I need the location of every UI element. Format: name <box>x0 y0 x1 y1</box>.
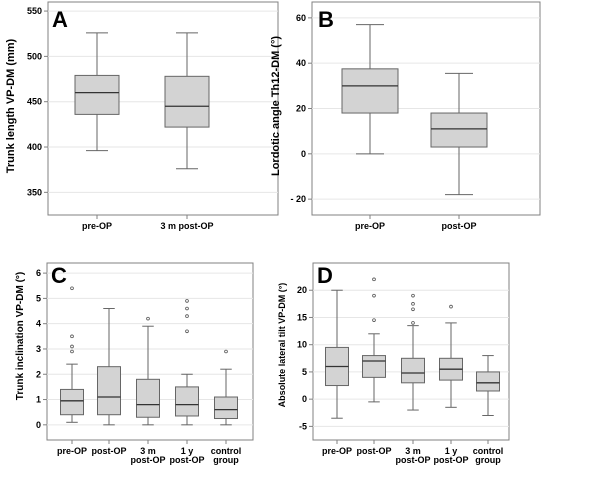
outlier-point <box>411 293 415 298</box>
x-category-label: 3 m <box>405 446 421 456</box>
panel-a: 350 400 450 500 550 pre-OP 3 m post-OP Trunk le… <box>5 1 279 231</box>
panel-b: - 20 0 20 40 60 pre-OP post-OP Lordotic angle T… <box>270 1 541 231</box>
outlier-point <box>411 321 415 325</box>
x-category-label: pre-OP <box>82 221 112 231</box>
y-tick-label: 5 <box>36 293 41 303</box>
x-category-label: group <box>475 455 501 465</box>
panel-letter: A <box>52 7 68 32</box>
y-axis-label: Trunk length VP-DM (mm) <box>5 38 17 173</box>
box <box>60 388 84 416</box>
box <box>430 112 488 148</box>
x-category-label: pre-OP <box>322 446 352 456</box>
x-category-label: post-OP <box>396 455 431 465</box>
y-tick-label: 2 <box>36 369 41 379</box>
x-category-label: post-OP <box>357 446 392 456</box>
outlier-point <box>146 316 150 321</box>
outlier-point <box>449 304 453 309</box>
outlier-point <box>70 344 74 349</box>
x-category-label: post-OP <box>442 221 477 231</box>
outlier-point <box>70 286 74 291</box>
y-tick-label: 0 <box>302 394 307 404</box>
y-tick-label: 1 <box>36 395 41 405</box>
box <box>362 355 386 378</box>
outlier-point <box>185 329 189 334</box>
x-category-label: 3 m post-OP <box>160 221 213 231</box>
x-category-label: 3 m <box>140 446 156 456</box>
outlier-point <box>372 277 376 282</box>
y-axis-label: Absolute lateral tilt VP-DM (°) <box>277 283 287 408</box>
y-tick-label: 5 <box>302 367 307 377</box>
outlier-point <box>70 334 74 339</box>
y-tick-label: - 20 <box>290 194 306 204</box>
x-category-label: control <box>211 446 242 456</box>
box <box>74 74 120 115</box>
box <box>136 378 160 418</box>
x-category-label: control <box>473 446 504 456</box>
box <box>175 386 199 417</box>
outlier-point <box>185 299 189 303</box>
y-tick-label: 0 <box>301 149 306 159</box>
y-tick-label: 10 <box>297 340 307 350</box>
y-tick-label: 400 <box>27 142 42 152</box>
outlier-point <box>70 349 74 354</box>
box <box>476 371 500 392</box>
panel-letter: C <box>51 263 67 288</box>
x-category-label: pre-OP <box>57 446 87 456</box>
x-category-label: post-OP <box>170 455 205 465</box>
x-category-label: post-OP <box>434 455 469 465</box>
x-category-label: 1 y <box>181 446 194 456</box>
outlier-point <box>372 318 376 322</box>
y-tick-label: 4 <box>36 319 41 329</box>
y-tick-label: -5 <box>299 421 307 431</box>
outlier-point <box>411 307 415 312</box>
y-tick-label: 0 <box>36 420 41 430</box>
x-category-label: post-OP <box>92 446 127 456</box>
y-axis-label: Trunk inclination VP-DM (°) <box>15 272 26 400</box>
box <box>401 357 425 384</box>
x-category-label: post-OP <box>131 455 166 465</box>
y-tick-label: 15 <box>297 312 307 322</box>
y-axis-label: Lordotic angle Th12-DM (°) <box>270 36 282 176</box>
panel-letter: D <box>317 263 333 288</box>
x-category-label: 1 y <box>445 446 458 456</box>
y-tick-label: 20 <box>296 104 306 114</box>
y-tick-label: 60 <box>296 13 306 23</box>
x-category-label: group <box>213 455 239 465</box>
y-tick-label: 350 <box>27 187 42 197</box>
box <box>164 75 210 128</box>
y-tick-label: 20 <box>297 285 307 295</box>
panel-letter: B <box>318 7 334 32</box>
outlier-point <box>372 293 376 298</box>
y-tick-label: 6 <box>36 268 41 278</box>
y-tick-label: 40 <box>296 58 306 68</box>
outlier-point <box>185 314 189 318</box>
y-tick-label: 500 <box>27 51 42 61</box>
y-tick-label: 450 <box>27 97 42 107</box>
y-tick-label: 550 <box>27 6 42 16</box>
y-tick-label: 3 <box>36 344 41 354</box>
outlier-point <box>224 349 228 354</box>
x-category-label: pre-OP <box>355 221 385 231</box>
outlier-point <box>411 302 415 306</box>
box <box>97 366 121 416</box>
box <box>341 68 399 114</box>
box <box>214 396 238 420</box>
outlier-point <box>185 306 189 311</box>
